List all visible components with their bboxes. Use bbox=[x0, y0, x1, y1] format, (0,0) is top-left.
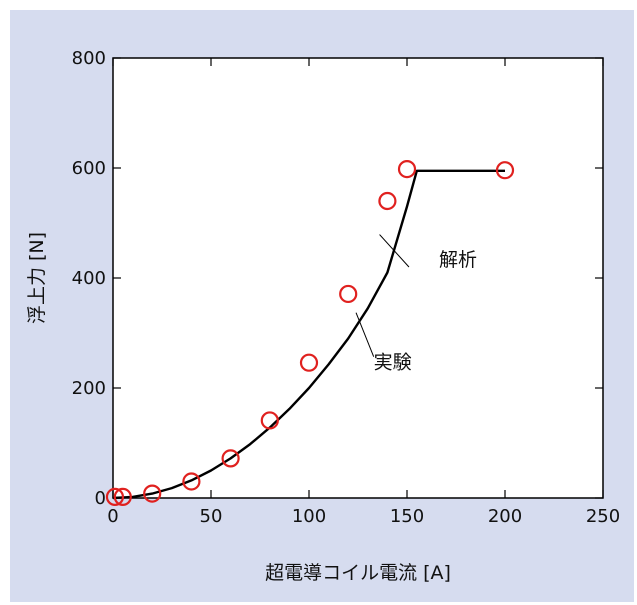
analysis-label: 解析 bbox=[439, 249, 477, 271]
experiment-point bbox=[495, 161, 515, 180]
annotation-leader-line bbox=[355, 312, 375, 357]
x-tick-label: 0 bbox=[107, 506, 118, 527]
experiment-point bbox=[143, 484, 162, 503]
y-axis-label: 浮上力 [N] bbox=[26, 232, 48, 324]
y-tick-label: 600 bbox=[72, 158, 106, 179]
plot-area bbox=[112, 57, 604, 499]
series-lines bbox=[112, 169, 505, 500]
experiment-point bbox=[299, 353, 319, 372]
experiment-point bbox=[113, 487, 132, 506]
experiment-point bbox=[397, 160, 417, 179]
experiment-point bbox=[260, 411, 279, 430]
y-tick-label: 800 bbox=[72, 48, 106, 69]
x-tick-label: 250 bbox=[586, 506, 620, 527]
experiment-point bbox=[339, 284, 358, 304]
experiment-point bbox=[378, 191, 397, 211]
y-tick-label: 400 bbox=[72, 268, 106, 289]
axis-ticks: 0 50 100 150 200 250 0 200 400 600 800 bbox=[72, 48, 621, 527]
y-tick-label: 0 bbox=[95, 488, 106, 509]
series-markers bbox=[105, 160, 515, 506]
x-tick-label: 50 bbox=[200, 506, 223, 527]
x-axis-label: 超電導コイル電流 [A] bbox=[265, 562, 451, 584]
y-tick-label: 200 bbox=[72, 378, 106, 399]
x-tick-label: 100 bbox=[292, 506, 326, 527]
experiment-point bbox=[182, 472, 201, 491]
x-tick-label: 150 bbox=[390, 506, 424, 527]
experiment-point bbox=[105, 487, 125, 506]
x-tick-label: 200 bbox=[488, 506, 522, 527]
annotation-leader-line bbox=[379, 234, 410, 268]
experiment-label: 実験 bbox=[374, 352, 412, 374]
analysis-curve bbox=[112, 169, 505, 500]
experiment-point bbox=[221, 449, 240, 468]
chart-panel: 0 50 100 150 200 250 0 200 400 600 800 解析実験 超電導コイル… bbox=[10, 10, 634, 602]
